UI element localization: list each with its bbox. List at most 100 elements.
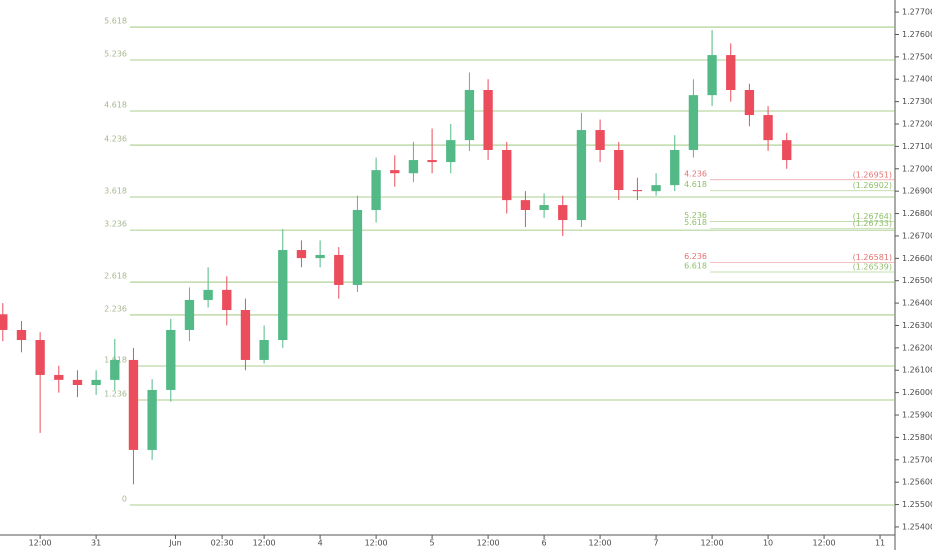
x-tick-label: 12:00	[701, 539, 724, 548]
y-tick-label: 1.25800	[902, 433, 932, 442]
candle-body	[707, 55, 717, 96]
fib-label: 5.618	[104, 17, 127, 26]
candle-body	[222, 289, 232, 311]
x-tick-label: 12:00	[365, 539, 388, 548]
candle-body	[296, 250, 307, 259]
x-tick-label: 12:00	[813, 539, 836, 548]
candle-body	[446, 140, 456, 163]
y-tick-label: 1.25500	[902, 500, 932, 509]
x-tick-label: 12:00	[29, 539, 52, 548]
x-tick-label: 11	[875, 539, 885, 548]
x-tick-label: 4	[318, 539, 323, 548]
fib-label: 2.236	[104, 304, 127, 313]
fib-ext-label: 4.618	[684, 180, 707, 189]
x-tick-label: 31	[91, 539, 101, 548]
y-tick-label: 1.26100	[902, 366, 932, 375]
fib-label: 4.618	[104, 101, 127, 110]
candle-body	[166, 329, 176, 390]
candle-body	[35, 340, 45, 375]
x-tick-label: 5	[430, 539, 435, 548]
fib-ext-label: 4.236	[684, 169, 707, 178]
y-tick-label: 1.27000	[902, 164, 932, 173]
candle-body	[147, 389, 157, 450]
fib-price-label: (1.26539)	[853, 262, 892, 271]
candle-body	[483, 89, 493, 150]
candle-body	[278, 250, 288, 341]
candle-body	[558, 205, 568, 221]
candle-body	[670, 149, 680, 186]
candle-body	[371, 170, 381, 210]
x-tick-label: 6	[542, 539, 547, 548]
y-tick-label: 1.26400	[902, 299, 932, 308]
y-tick-label: 1.27100	[902, 142, 932, 151]
y-tick-label: 1.27300	[902, 97, 932, 106]
candle-body	[763, 115, 773, 141]
fib-label: 2.618	[104, 272, 127, 281]
fib-label: 0	[122, 495, 127, 504]
candle-body	[203, 289, 213, 300]
fib-price-label: (1.26764)	[853, 212, 892, 221]
candle-body	[782, 140, 792, 161]
candle-body	[744, 89, 755, 116]
x-tick-label: 02:30	[211, 539, 234, 548]
candle-body	[520, 200, 531, 210]
y-tick-label: 1.27600	[902, 30, 932, 39]
candle-body	[240, 310, 251, 360]
y-tick-label: 1.25700	[902, 455, 932, 464]
y-tick-label: 1.25900	[902, 411, 932, 420]
candle-body	[464, 89, 475, 141]
fib-price-label: (1.26733)	[853, 219, 892, 228]
x-tick-label: 12:00	[589, 539, 612, 548]
candle-body	[427, 160, 437, 163]
y-tick-label: 1.26700	[902, 231, 932, 240]
fib-ext-label: 5.236	[684, 211, 707, 220]
x-tick-label: 10	[763, 539, 773, 548]
y-tick-label: 1.27400	[902, 75, 932, 84]
candle-body	[16, 329, 27, 341]
candle-body	[91, 379, 101, 386]
y-tick-label: 1.25400	[902, 522, 932, 531]
fib-label: 3.618	[104, 186, 127, 195]
y-tick-label: 1.25600	[902, 478, 932, 487]
fib-label: 1.236	[104, 390, 127, 399]
fib-label: 3.236	[104, 220, 127, 229]
y-tick-label: 1.27700	[902, 8, 932, 17]
candle-body	[334, 254, 344, 285]
candle-body	[259, 340, 269, 360]
candle-body	[72, 379, 83, 386]
x-tick-label: 12:00	[477, 539, 500, 548]
fib-price-label: (1.26581)	[853, 253, 892, 262]
fib-label: 5.236	[104, 49, 127, 58]
candle-body	[184, 299, 195, 330]
x-tick-label: 7	[654, 539, 659, 548]
candle-body	[576, 130, 587, 221]
candle-body	[315, 254, 325, 259]
y-tick-label: 1.26000	[902, 388, 932, 397]
candle-body	[502, 149, 512, 201]
fib-ext-label: 6.236	[684, 252, 707, 261]
candle-body	[0, 314, 8, 330]
candle-body	[688, 95, 699, 150]
candle-body	[726, 55, 736, 90]
x-tick-label: Jun	[168, 539, 182, 548]
y-tick-label: 1.27500	[902, 52, 932, 61]
candle-body	[651, 185, 661, 192]
fib-price-label: (1.26902)	[853, 181, 892, 190]
candle-body	[110, 359, 120, 380]
y-tick-label: 1.26600	[902, 254, 932, 263]
y-tick-label: 1.26800	[902, 209, 932, 218]
candle-body	[539, 205, 549, 210]
candle-body	[632, 190, 643, 192]
candle-body	[352, 209, 363, 285]
x-tick-label: 12:00	[253, 539, 276, 548]
y-tick-label: 1.26900	[902, 187, 932, 196]
candle-body	[614, 149, 624, 191]
candle-body	[128, 359, 139, 450]
y-tick-label: 1.26200	[902, 343, 932, 352]
y-tick-label: 1.26500	[902, 276, 932, 285]
fib-ext-label: 5.618	[684, 218, 707, 227]
candle-body	[390, 170, 400, 174]
fib-price-label: (1.26951)	[853, 170, 892, 179]
